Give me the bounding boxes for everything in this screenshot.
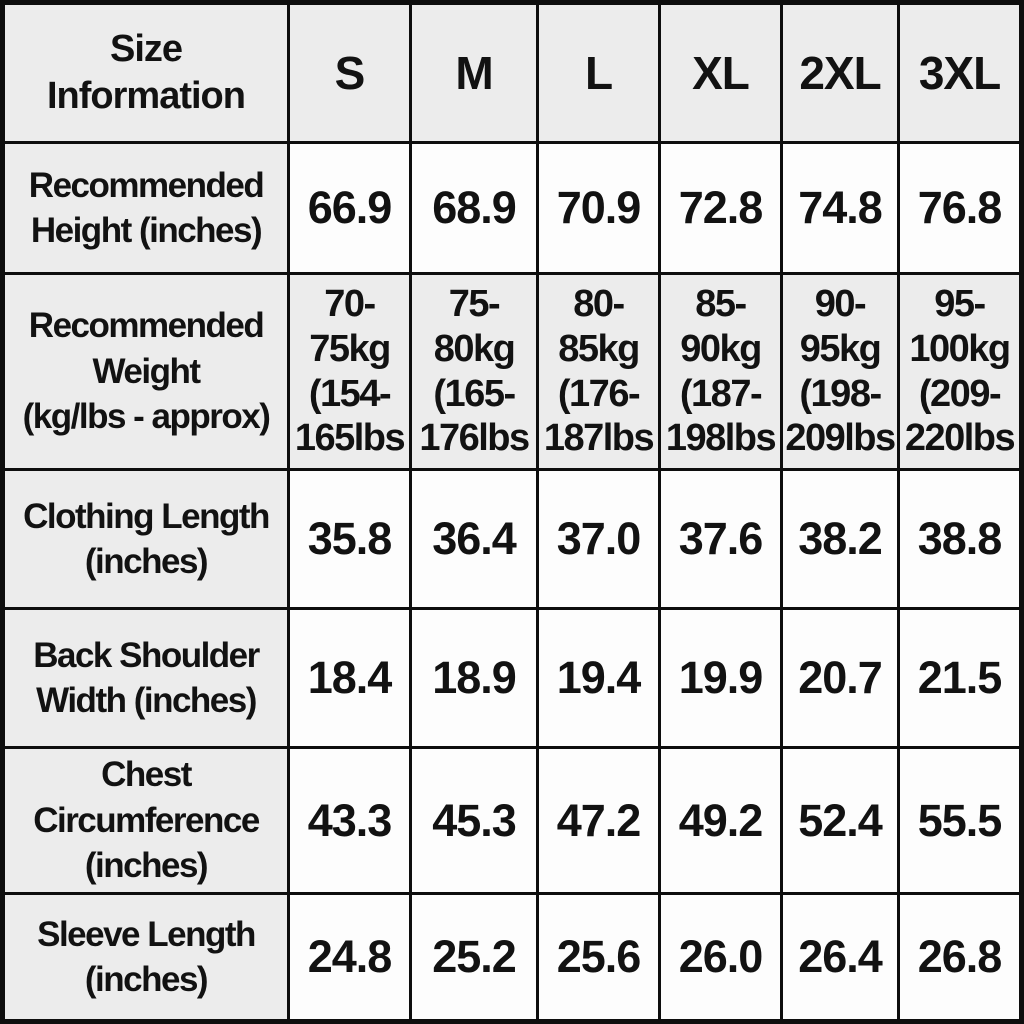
row-label-recommended-height: Recommended Height (inches)	[1, 141, 290, 275]
cell-sleeve-2xl: 26.4	[780, 892, 900, 1023]
cell-shoulder-l: 19.4	[536, 607, 661, 749]
corner-header: Size Information	[1, 1, 290, 144]
cell-chest-2xl: 52.4	[780, 746, 900, 895]
row-label-sleeve-length: Sleeve Length (inches)	[1, 892, 290, 1023]
cell-shoulder-xl: 19.9	[658, 607, 783, 749]
cell-length-l: 37.0	[536, 468, 661, 610]
row-label-clothing-length: Clothing Length (inches)	[1, 468, 290, 610]
cell-length-s: 35.8	[287, 468, 412, 610]
cell-weight-s: 70- 75kg (154- 165lbs	[287, 272, 412, 471]
cell-height-l: 70.9	[536, 141, 661, 275]
cell-weight-3xl: 95- 100kg (209- 220lbs	[897, 272, 1023, 471]
cell-weight-2xl: 90- 95kg (198- 209lbs	[780, 272, 900, 471]
cell-sleeve-l: 25.6	[536, 892, 661, 1023]
cell-weight-l: 80- 85kg (176- 187lbs	[536, 272, 661, 471]
header-row: Size Information S M L XL 2XL 3XL	[1, 1, 1023, 144]
cell-length-2xl: 38.2	[780, 468, 900, 610]
row-label-chest-circumference: Chest Circumference (inches)	[1, 746, 290, 895]
cell-chest-3xl: 55.5	[897, 746, 1023, 895]
size-header-xl: XL	[658, 1, 783, 144]
cell-sleeve-3xl: 26.8	[897, 892, 1023, 1023]
cell-shoulder-2xl: 20.7	[780, 607, 900, 749]
size-header-3xl: 3XL	[897, 1, 1023, 144]
table-row-clothing-length: Clothing Length (inches) 35.8 36.4 37.0 …	[1, 468, 1023, 610]
cell-height-m: 68.9	[409, 141, 539, 275]
row-label-recommended-weight: Recommended Weight (kg/lbs - approx)	[1, 272, 290, 471]
size-header-m: M	[409, 1, 539, 144]
size-header-2xl: 2XL	[780, 1, 900, 144]
cell-sleeve-xl: 26.0	[658, 892, 783, 1023]
cell-chest-s: 43.3	[287, 746, 412, 895]
cell-shoulder-3xl: 21.5	[897, 607, 1023, 749]
cell-shoulder-s: 18.4	[287, 607, 412, 749]
cell-height-xl: 72.8	[658, 141, 783, 275]
size-header-l: L	[536, 1, 661, 144]
cell-length-m: 36.4	[409, 468, 539, 610]
cell-shoulder-m: 18.9	[409, 607, 539, 749]
cell-sleeve-s: 24.8	[287, 892, 412, 1023]
table-row-sleeve-length: Sleeve Length (inches) 24.8 25.2 25.6 26…	[1, 892, 1023, 1023]
cell-height-3xl: 76.8	[897, 141, 1023, 275]
table-row-recommended-weight: Recommended Weight (kg/lbs - approx) 70-…	[1, 272, 1023, 471]
cell-weight-m: 75- 80kg (165- 176lbs	[409, 272, 539, 471]
cell-height-s: 66.9	[287, 141, 412, 275]
table-row-chest-circumference: Chest Circumference (inches) 43.3 45.3 4…	[1, 746, 1023, 895]
cell-chest-l: 47.2	[536, 746, 661, 895]
cell-chest-xl: 49.2	[658, 746, 783, 895]
size-header-s: S	[287, 1, 412, 144]
cell-length-xl: 37.6	[658, 468, 783, 610]
table-row-back-shoulder-width: Back Shoulder Width (inches) 18.4 18.9 1…	[1, 607, 1023, 749]
cell-height-2xl: 74.8	[780, 141, 900, 275]
cell-sleeve-m: 25.2	[409, 892, 539, 1023]
cell-length-3xl: 38.8	[897, 468, 1023, 610]
cell-weight-xl: 85- 90kg (187- 198lbs	[658, 272, 783, 471]
table-row-recommended-height: Recommended Height (inches) 66.9 68.9 70…	[1, 141, 1023, 275]
cell-chest-m: 45.3	[409, 746, 539, 895]
row-label-back-shoulder-width: Back Shoulder Width (inches)	[1, 607, 290, 749]
